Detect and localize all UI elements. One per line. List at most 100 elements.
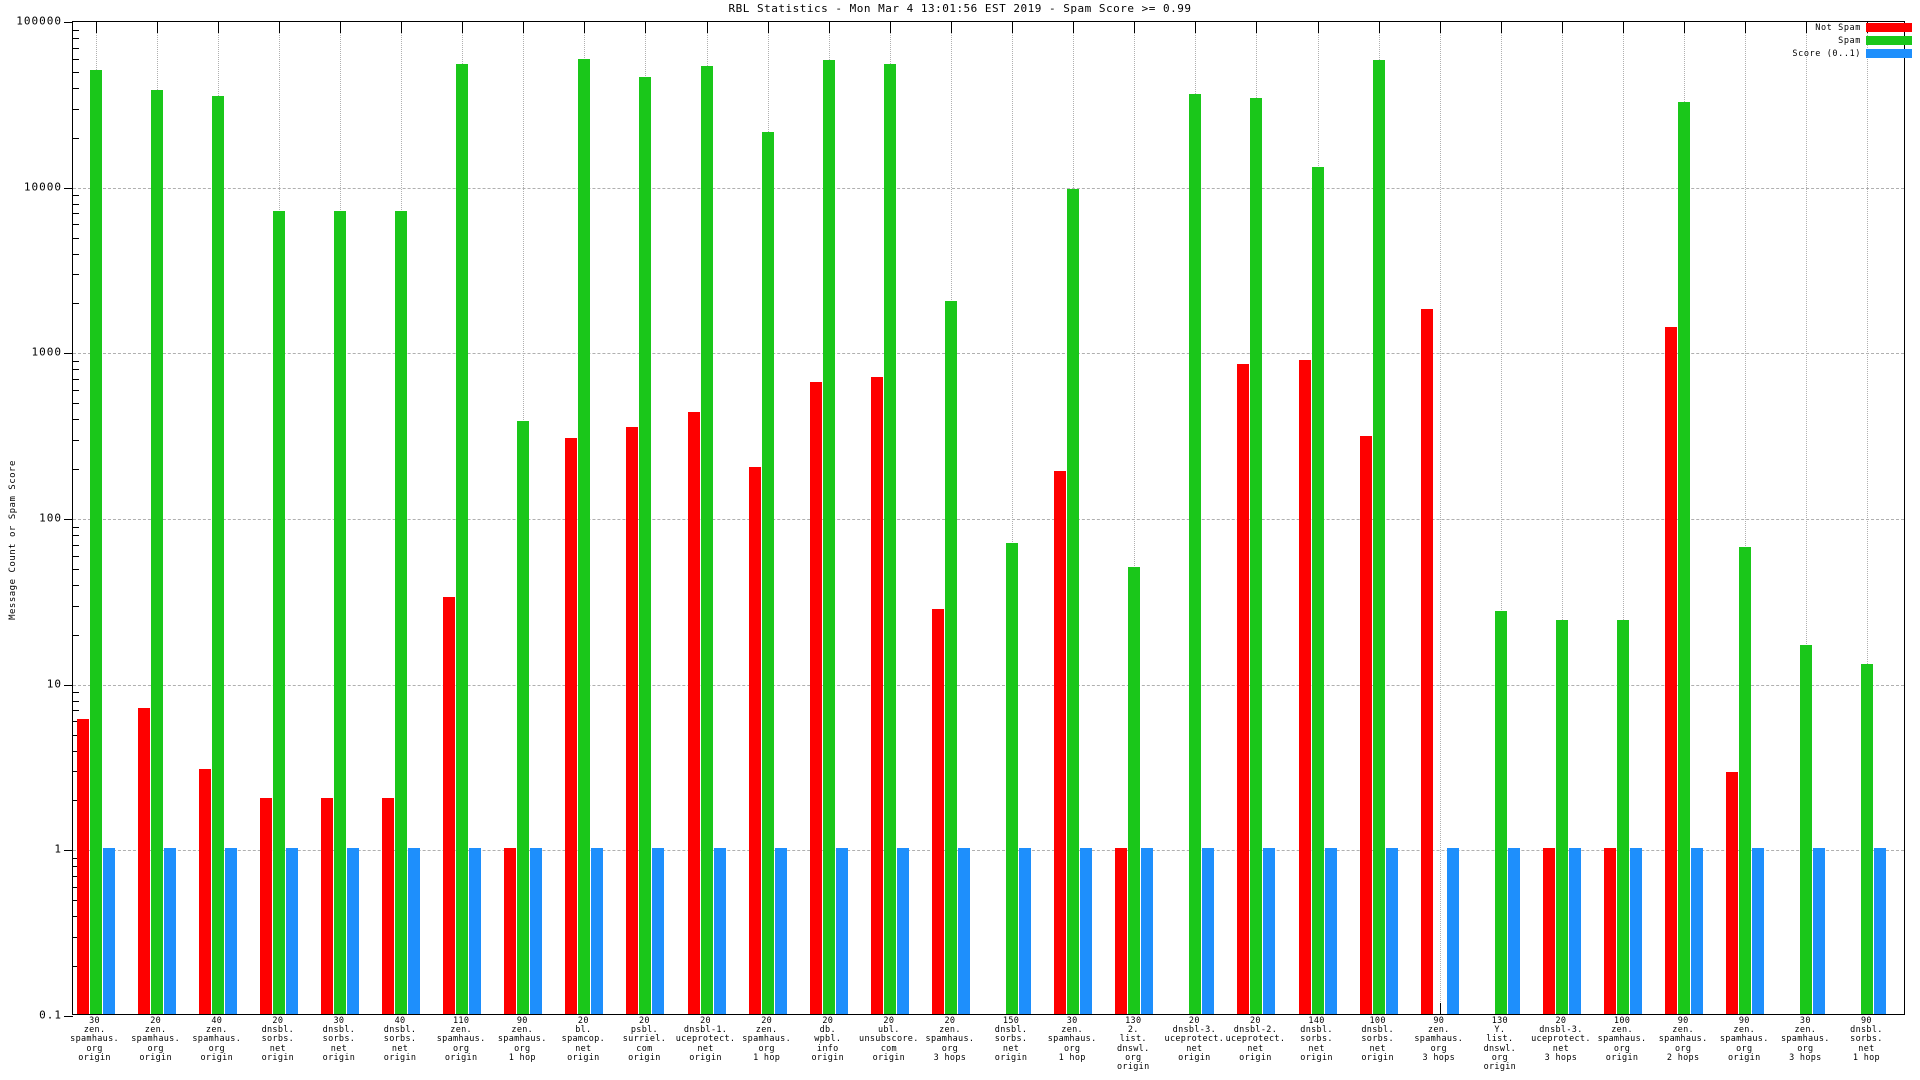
x-axis-tick (706, 22, 708, 33)
x-axis-tick-label: 90 zen. spamhaus. org origin (1719, 1016, 1769, 1063)
y-axis-minor-tick (73, 936, 79, 938)
x-axis-tick (1134, 22, 1136, 33)
x-axis-tick (645, 22, 647, 33)
bar-spam (1128, 566, 1141, 1014)
x-axis-tick-label: 100 dnsbl. sorbs. net origin (1361, 1016, 1394, 1063)
y-axis-minor-tick (73, 390, 79, 392)
x-axis-tick (1439, 22, 1441, 33)
y-axis-minor-tick (73, 195, 79, 197)
x-axis-tick-label: 90 zen. spamhaus. org 1 hop (497, 1016, 547, 1063)
y-axis-minor-tick (73, 700, 79, 702)
bar-spam (517, 420, 530, 1014)
y-axis-minor-tick (73, 526, 79, 528)
bar-score (530, 848, 543, 1014)
bar-score (957, 848, 970, 1014)
y-axis-minor-tick (73, 750, 79, 752)
bar-not-spam (1298, 359, 1311, 1014)
bar-score (1874, 848, 1887, 1014)
y-axis-minor-tick (73, 360, 79, 362)
y-axis-minor-tick (73, 721, 79, 723)
bar-spam (1861, 663, 1874, 1014)
bar-score (163, 848, 176, 1014)
x-axis-tick (95, 22, 97, 33)
x-axis-tick-label: 20 dnsbl-2. uceprotect. net origin (1225, 1016, 1286, 1063)
bar-not-spam (320, 798, 333, 1014)
y-axis-tick-label: 10 (46, 677, 62, 691)
bar-score (1568, 848, 1581, 1014)
bar-not-spam (1420, 309, 1433, 1014)
x-gridline (1561, 22, 1563, 1014)
bar-not-spam (931, 608, 944, 1014)
y-axis-tick (64, 187, 73, 189)
bar-not-spam (76, 719, 89, 1014)
bar-spam (1800, 644, 1813, 1014)
bar-score (652, 848, 665, 1014)
x-axis-tick (1012, 22, 1014, 33)
x-axis-tick-label: 130 2. list. dnswl. org origin (1116, 1016, 1150, 1073)
legend-label-not-spam: Not Spam (1815, 22, 1861, 33)
x-axis-tick-label: 20 zen. spamhaus. org 3 hops (925, 1016, 975, 1063)
y-axis-minor-tick (73, 87, 79, 89)
x-gridline (1500, 22, 1502, 1014)
bar-score (713, 848, 726, 1014)
x-axis-tick-label: 90 zen. spamhaus. org 2 hops (1658, 1016, 1708, 1063)
bar-spam (883, 64, 896, 1014)
x-axis-tick (828, 22, 830, 33)
x-axis-tick-label: 130 Y. list. dnswl. org origin (1483, 1016, 1517, 1073)
y-axis-tick-label: 10000 (23, 180, 62, 194)
bar-spam (1250, 97, 1263, 1014)
bar-spam (1678, 101, 1691, 1014)
bar-score (1080, 848, 1093, 1014)
y-axis-tick-label: 1 (54, 842, 62, 856)
x-gridline (1745, 22, 1747, 1014)
plot-area (64, 21, 1905, 1017)
x-axis-tick (523, 22, 525, 33)
bar-spam (944, 301, 957, 1014)
y-axis-minor-tick (73, 419, 79, 421)
x-axis-tick-label: 20 ubl. unsubscore. com origin (859, 1016, 919, 1063)
x-axis-tick-label: 20 dnsbl-3. uceprotect. net origin (1164, 1016, 1225, 1063)
x-axis-tick (156, 22, 158, 33)
x-axis-tick-label: 20 dnsbl-3. uceprotect. net 3 hops (1531, 1016, 1591, 1063)
y-axis-minor-tick (73, 253, 79, 255)
bar-spam (150, 89, 163, 1014)
bar-not-spam (198, 769, 211, 1014)
y-axis-minor-tick (73, 692, 79, 694)
bar-spam (700, 65, 713, 1014)
x-axis-tick-label: 110 zen. spamhaus. org origin (436, 1016, 486, 1063)
bar-spam (456, 64, 469, 1014)
x-axis-tick (217, 22, 219, 33)
x-axis-tick (278, 22, 280, 33)
y-axis-minor-tick (73, 555, 79, 557)
bar-not-spam (870, 377, 883, 1014)
bar-not-spam (1726, 771, 1739, 1014)
y-axis-minor-tick (73, 771, 79, 773)
x-axis-tick-label: 40 zen. spamhaus. org origin (192, 1016, 242, 1063)
y-axis-minor-tick (73, 800, 79, 802)
bar-score (102, 848, 115, 1014)
bar-score (285, 848, 298, 1014)
x-axis-tick-label: 30 zen. spamhaus. org 3 hops (1780, 1016, 1830, 1063)
bar-score (1202, 848, 1215, 1014)
bar-score (1385, 848, 1398, 1014)
x-axis-tick (1073, 22, 1075, 33)
bar-spam (272, 211, 285, 1014)
y-axis-minor-tick (73, 369, 79, 371)
bar-not-spam (382, 798, 395, 1014)
x-axis-tick (339, 22, 341, 33)
bar-spam (89, 69, 102, 1014)
bar-score (1446, 848, 1459, 1014)
bar-not-spam (1115, 848, 1128, 1014)
y-axis-minor-tick (73, 568, 79, 570)
bar-score (1141, 848, 1154, 1014)
x-axis-tick (401, 22, 403, 33)
x-axis-tick-label: 140 dnsbl. sorbs. net origin (1300, 1016, 1333, 1063)
bar-score (469, 848, 482, 1014)
y-gridline (73, 850, 1904, 852)
x-axis-tick-label: 90 dnsbl. sorbs. net 1 hop (1850, 1016, 1883, 1063)
y-axis-minor-tick (73, 634, 79, 636)
y-axis-minor-tick (73, 544, 79, 546)
bar-spam (1311, 166, 1324, 1014)
y-axis-tick-label: 1000 (31, 345, 62, 359)
